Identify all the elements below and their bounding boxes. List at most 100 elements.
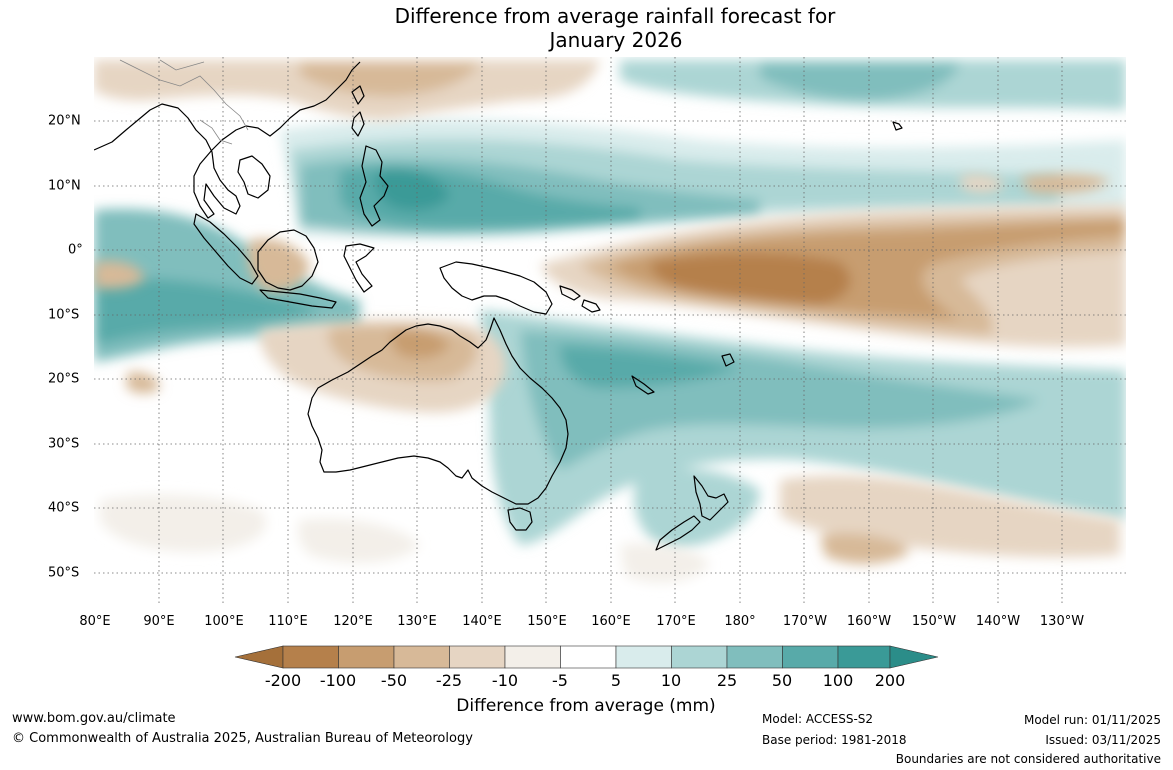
colorbar-swatch-4	[449, 645, 506, 669]
dry-region-hawaii-south	[960, 174, 1005, 193]
colorbar-label: 100	[822, 671, 854, 690]
footer-model-run: Model run: 01/11/2025	[1023, 713, 1161, 727]
coastline-tasmania	[507, 507, 533, 531]
coastline-solomon-islands	[559, 285, 601, 313]
colorbar-swatch-3	[393, 645, 450, 669]
colorbar-label: -50	[380, 671, 408, 690]
colorbar-label: -100	[319, 671, 357, 690]
lon-label-170e: 170°E	[656, 614, 696, 629]
lon-label-140w: 140°W	[975, 614, 1021, 629]
colorbar-swatch-8	[671, 645, 728, 669]
footer-boundaries-note: Boundaries are not considered authoritat…	[895, 752, 1161, 766]
colorbar-label: 5	[610, 671, 622, 690]
lat-label-20s: 20°S	[48, 371, 80, 387]
coastline-java	[259, 289, 337, 309]
coastline-new-zealand-south	[655, 515, 701, 551]
colorbar-label: -200	[264, 671, 302, 690]
coastline-indochina	[237, 155, 271, 199]
lat-label-20n: 20°N	[48, 113, 81, 129]
colorbar-extend-low	[234, 645, 284, 669]
dry-anomaly-layer	[94, 60, 1126, 583]
colorbar-swatch-10	[782, 645, 839, 669]
colorbar-swatch-7	[615, 645, 672, 669]
colorbar-title: Difference from average (mm)	[456, 696, 716, 716]
colorbar-swatch-9	[726, 645, 783, 669]
lon-label-100e: 100°E	[204, 614, 244, 629]
wet-region-subtropical-north-pacific-core	[760, 62, 960, 101]
lon-label-150w: 150°W	[911, 614, 957, 629]
lon-label-130e: 130°E	[397, 614, 437, 629]
coastlines	[94, 61, 903, 551]
lon-label-140e: 140°E	[462, 614, 502, 629]
dry-region-southern-ocean-south	[298, 518, 420, 563]
lon-label-160e: 160°E	[591, 614, 631, 629]
colorbar	[234, 645, 939, 669]
dry-core-south-pacific	[820, 533, 910, 564]
footer-issued: Issued: 03/11/2025	[1045, 733, 1161, 747]
lat-label-40s: 40°S	[48, 500, 80, 516]
graticule	[94, 57, 1126, 605]
colorbar-extend-high	[889, 645, 939, 669]
lat-label-10n: 10°N	[48, 178, 81, 194]
coastline-new-caledonia	[631, 375, 655, 395]
colorbar-label: -25	[435, 671, 463, 690]
title-line-2: January 2026	[549, 28, 683, 52]
lon-label-160w: 160°W	[846, 614, 892, 629]
dry-region-central-north-pacific	[1020, 174, 1110, 194]
wet-anomaly-layer	[94, 60, 1126, 550]
footer-copyright: © Commonwealth of Australia 2025, Austra…	[12, 731, 473, 746]
coastline-sumatra	[193, 213, 259, 285]
coastline-philippines	[359, 145, 389, 227]
colorbar-label: 10	[660, 671, 682, 690]
lon-label-110e: 110°E	[268, 614, 308, 629]
colorbar-swatch-2	[338, 645, 395, 669]
footer-website: www.bom.gov.au/climate	[12, 711, 176, 726]
coastline-sulawesi	[343, 243, 375, 293]
lat-label-0: 0°	[68, 242, 83, 258]
lon-label-120e: 120°E	[333, 614, 373, 629]
dry-region-sumatra	[94, 260, 145, 289]
colorbar-label: 25	[716, 671, 738, 690]
title-line-1: Difference from average rainfall forecas…	[394, 4, 836, 28]
dry-region-south-tasman	[620, 543, 710, 583]
coastline-new-guinea	[439, 261, 553, 315]
country-borders	[119, 59, 249, 145]
wet-max-coral-sea	[560, 345, 740, 388]
coastline-japan-south	[351, 85, 365, 105]
coastline-hawaii	[892, 121, 903, 131]
colorbar-swatch-6	[560, 645, 617, 669]
colorbar-label: 50	[771, 671, 793, 690]
coastline-australia	[307, 317, 569, 505]
lon-label-90e: 90°E	[143, 614, 175, 629]
wet-region-new-zealand	[634, 468, 760, 550]
lon-label-130w: 130°W	[1039, 614, 1085, 629]
dry-core-east-asia	[300, 62, 480, 97]
coastline-new-zealand-north	[693, 475, 729, 521]
colorbar-swatch-11	[837, 645, 891, 669]
lat-label-10s: 10°S	[48, 307, 80, 323]
coastline-asia-mainland	[94, 61, 361, 219]
lat-label-50s: 50°S	[48, 565, 80, 581]
dry-max-equatorial-pacific	[650, 253, 851, 305]
colorbar-label: 200	[874, 671, 906, 690]
dry-region-southern-indian-ocean	[100, 494, 267, 553]
colorbar-swatch-5	[504, 645, 561, 669]
chart-title: Difference from average rainfall forecas…	[0, 4, 1173, 52]
footer-base-period: Base period: 1981-2018	[762, 733, 907, 747]
coastline-borneo	[257, 229, 319, 291]
colorbar-label: -5	[552, 671, 568, 690]
lon-label-180: 180°	[724, 614, 756, 629]
lon-label-170w: 170°W	[782, 614, 828, 629]
coastline-taiwan	[351, 111, 365, 137]
dry-max-arnhem	[390, 328, 450, 359]
lat-label-30s: 30°S	[48, 436, 80, 452]
colorbar-swatch-1	[282, 645, 339, 669]
colorbar-label: -10	[491, 671, 519, 690]
lon-label-80e: 80°E	[79, 614, 111, 629]
wet-max-philippines	[375, 168, 450, 211]
wet-core-indian-ocean	[94, 278, 320, 345]
dry-region-west-indian	[126, 371, 160, 394]
coastline-fiji	[721, 353, 735, 367]
footer-model: Model: ACCESS-S2	[762, 712, 874, 726]
